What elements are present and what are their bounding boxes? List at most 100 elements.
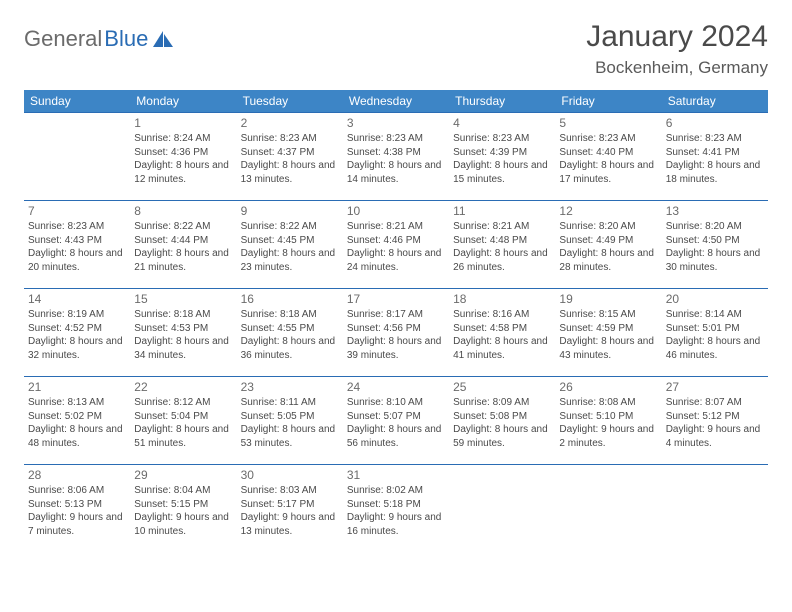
sunrise-line: Sunrise: 8:07 AM bbox=[666, 396, 764, 410]
day-info: Sunrise: 8:02 AMSunset: 5:18 PMDaylight:… bbox=[347, 484, 445, 538]
day-number: 8 bbox=[134, 204, 232, 218]
day-info: Sunrise: 8:22 AMSunset: 4:44 PMDaylight:… bbox=[134, 220, 232, 274]
sunrise-line: Sunrise: 8:03 AM bbox=[241, 484, 339, 498]
day-number: 16 bbox=[241, 292, 339, 306]
day-info: Sunrise: 8:18 AMSunset: 4:55 PMDaylight:… bbox=[241, 308, 339, 362]
daylight-line: Daylight: 8 hours and 32 minutes. bbox=[28, 335, 126, 362]
day-info: Sunrise: 8:24 AMSunset: 4:36 PMDaylight:… bbox=[134, 132, 232, 186]
sunrise-line: Sunrise: 8:16 AM bbox=[453, 308, 551, 322]
sunrise-line: Sunrise: 8:06 AM bbox=[28, 484, 126, 498]
sunrise-line: Sunrise: 8:13 AM bbox=[28, 396, 126, 410]
day-header: Tuesday bbox=[237, 90, 343, 113]
daylight-line: Daylight: 8 hours and 56 minutes. bbox=[347, 423, 445, 450]
day-number: 3 bbox=[347, 116, 445, 130]
day-info: Sunrise: 8:20 AMSunset: 4:50 PMDaylight:… bbox=[666, 220, 764, 274]
sunset-line: Sunset: 5:15 PM bbox=[134, 498, 232, 512]
calendar-cell: 8 Sunrise: 8:22 AMSunset: 4:44 PMDaylight… bbox=[130, 201, 236, 289]
sunrise-line: Sunrise: 8:23 AM bbox=[666, 132, 764, 146]
brand-part1: General bbox=[24, 26, 102, 52]
daylight-line: Daylight: 8 hours and 48 minutes. bbox=[28, 423, 126, 450]
calendar-cell: 10Sunrise: 8:21 AMSunset: 4:46 PMDayligh… bbox=[343, 201, 449, 289]
day-info: Sunrise: 8:23 AMSunset: 4:41 PMDaylight:… bbox=[666, 132, 764, 186]
sunset-line: Sunset: 4:45 PM bbox=[241, 234, 339, 248]
sunrise-line: Sunrise: 8:20 AM bbox=[666, 220, 764, 234]
sunset-line: Sunset: 4:43 PM bbox=[28, 234, 126, 248]
sunrise-line: Sunrise: 8:18 AM bbox=[241, 308, 339, 322]
day-number: 19 bbox=[559, 292, 657, 306]
sunset-line: Sunset: 5:02 PM bbox=[28, 410, 126, 424]
sunrise-line: Sunrise: 8:02 AM bbox=[347, 484, 445, 498]
day-info: Sunrise: 8:13 AMSunset: 5:02 PMDaylight:… bbox=[28, 396, 126, 450]
daylight-line: Daylight: 8 hours and 53 minutes. bbox=[241, 423, 339, 450]
day-number: 30 bbox=[241, 468, 339, 482]
day-number: 17 bbox=[347, 292, 445, 306]
page-header: GeneralBlue January 2024 Bockenheim, Ger… bbox=[24, 20, 768, 78]
calendar-cell: 6 Sunrise: 8:23 AMSunset: 4:41 PMDaylight… bbox=[662, 113, 768, 201]
day-info: Sunrise: 8:21 AMSunset: 4:48 PMDaylight:… bbox=[453, 220, 551, 274]
day-info: Sunrise: 8:23 AMSunset: 4:39 PMDaylight:… bbox=[453, 132, 551, 186]
calendar-cell: 9Sunrise: 8:22 AMSunset: 4:45 PMDaylight… bbox=[237, 201, 343, 289]
calendar-head: SundayMondayTuesdayWednesdayThursdayFrid… bbox=[24, 90, 768, 113]
sunrise-line: Sunrise: 8:23 AM bbox=[347, 132, 445, 146]
daylight-line: Daylight: 8 hours and 13 minutes. bbox=[241, 159, 339, 186]
sunset-line: Sunset: 4:58 PM bbox=[453, 322, 551, 336]
sunrise-line: Sunrise: 8:20 AM bbox=[559, 220, 657, 234]
calendar-cell bbox=[449, 465, 555, 553]
sunrise-line: Sunrise: 8:09 AM bbox=[453, 396, 551, 410]
day-info: Sunrise: 8:19 AMSunset: 4:52 PMDaylight:… bbox=[28, 308, 126, 362]
day-number: 25 bbox=[453, 380, 551, 394]
day-number: 12 bbox=[559, 204, 657, 218]
calendar-cell: 18Sunrise: 8:16 AMSunset: 4:58 PMDayligh… bbox=[449, 289, 555, 377]
sunrise-line: Sunrise: 8:23 AM bbox=[453, 132, 551, 146]
sunrise-line: Sunrise: 8:11 AM bbox=[241, 396, 339, 410]
calendar-cell: 30Sunrise: 8:03 AMSunset: 5:17 PMDayligh… bbox=[237, 465, 343, 553]
daylight-line: Daylight: 8 hours and 34 minutes. bbox=[134, 335, 232, 362]
day-number: 14 bbox=[28, 292, 126, 306]
day-number: 18 bbox=[453, 292, 551, 306]
daylight-line: Daylight: 8 hours and 30 minutes. bbox=[666, 247, 764, 274]
calendar-cell: 25 Sunrise: 8:09 AMSunset: 5:08 PMDayligh… bbox=[449, 377, 555, 465]
day-number: 28 bbox=[28, 468, 126, 482]
day-info: Sunrise: 8:20 AMSunset: 4:49 PMDaylight:… bbox=[559, 220, 657, 274]
sunset-line: Sunset: 5:07 PM bbox=[347, 410, 445, 424]
daylight-line: Daylight: 8 hours and 28 minutes. bbox=[559, 247, 657, 274]
day-number: 6 bbox=[666, 116, 764, 130]
day-number: 9 bbox=[241, 204, 339, 218]
daylight-line: Daylight: 8 hours and 12 minutes. bbox=[134, 159, 232, 186]
day-info: Sunrise: 8:12 AMSunset: 5:04 PMDaylight:… bbox=[134, 396, 232, 450]
calendar-cell: 31Sunrise: 8:02 AMSunset: 5:18 PMDayligh… bbox=[343, 465, 449, 553]
sunset-line: Sunset: 5:04 PM bbox=[134, 410, 232, 424]
day-number: 1 bbox=[134, 116, 232, 130]
day-number: 2 bbox=[241, 116, 339, 130]
day-info: Sunrise: 8:23 AMSunset: 4:38 PMDaylight:… bbox=[347, 132, 445, 186]
calendar-cell: 19Sunrise: 8:15 AMSunset: 4:59 PMDayligh… bbox=[555, 289, 661, 377]
calendar-cell: 5Sunrise: 8:23 AMSunset: 4:40 PMDaylight… bbox=[555, 113, 661, 201]
calendar-cell bbox=[24, 113, 130, 201]
sunrise-line: Sunrise: 8:18 AM bbox=[134, 308, 232, 322]
daylight-line: Daylight: 8 hours and 21 minutes. bbox=[134, 247, 232, 274]
day-number: 11 bbox=[453, 204, 551, 218]
sunset-line: Sunset: 4:37 PM bbox=[241, 146, 339, 160]
calendar-cell: 26Sunrise: 8:08 AMSunset: 5:10 PMDayligh… bbox=[555, 377, 661, 465]
calendar-cell: 14 Sunrise: 8:19 AMSunset: 4:52 PMDayligh… bbox=[24, 289, 130, 377]
sunset-line: Sunset: 4:52 PM bbox=[28, 322, 126, 336]
daylight-line: Daylight: 8 hours and 14 minutes. bbox=[347, 159, 445, 186]
day-info: Sunrise: 8:06 AMSunset: 5:13 PMDaylight:… bbox=[28, 484, 126, 538]
calendar-cell bbox=[555, 465, 661, 553]
sunset-line: Sunset: 4:55 PM bbox=[241, 322, 339, 336]
sunrise-line: Sunrise: 8:22 AM bbox=[241, 220, 339, 234]
daylight-line: Daylight: 9 hours and 7 minutes. bbox=[28, 511, 126, 538]
calendar-cell: 17Sunrise: 8:17 AMSunset: 4:56 PMDayligh… bbox=[343, 289, 449, 377]
day-number: 23 bbox=[241, 380, 339, 394]
sunrise-line: Sunrise: 8:23 AM bbox=[28, 220, 126, 234]
day-info: Sunrise: 8:23 AMSunset: 4:43 PMDaylight:… bbox=[28, 220, 126, 274]
sunset-line: Sunset: 4:36 PM bbox=[134, 146, 232, 160]
day-number: 22 bbox=[134, 380, 232, 394]
calendar-cell: 16 Sunrise: 8:18 AMSunset: 4:55 PMDayligh… bbox=[237, 289, 343, 377]
day-number: 27 bbox=[666, 380, 764, 394]
sunrise-line: Sunrise: 8:12 AM bbox=[134, 396, 232, 410]
calendar-cell: 23Sunrise: 8:11 AMSunset: 5:05 PMDayligh… bbox=[237, 377, 343, 465]
calendar-body: 1 Sunrise: 8:24 AMSunset: 4:36 PMDaylight… bbox=[24, 113, 768, 553]
day-info: Sunrise: 8:09 AMSunset: 5:08 PMDaylight:… bbox=[453, 396, 551, 450]
day-number: 21 bbox=[28, 380, 126, 394]
